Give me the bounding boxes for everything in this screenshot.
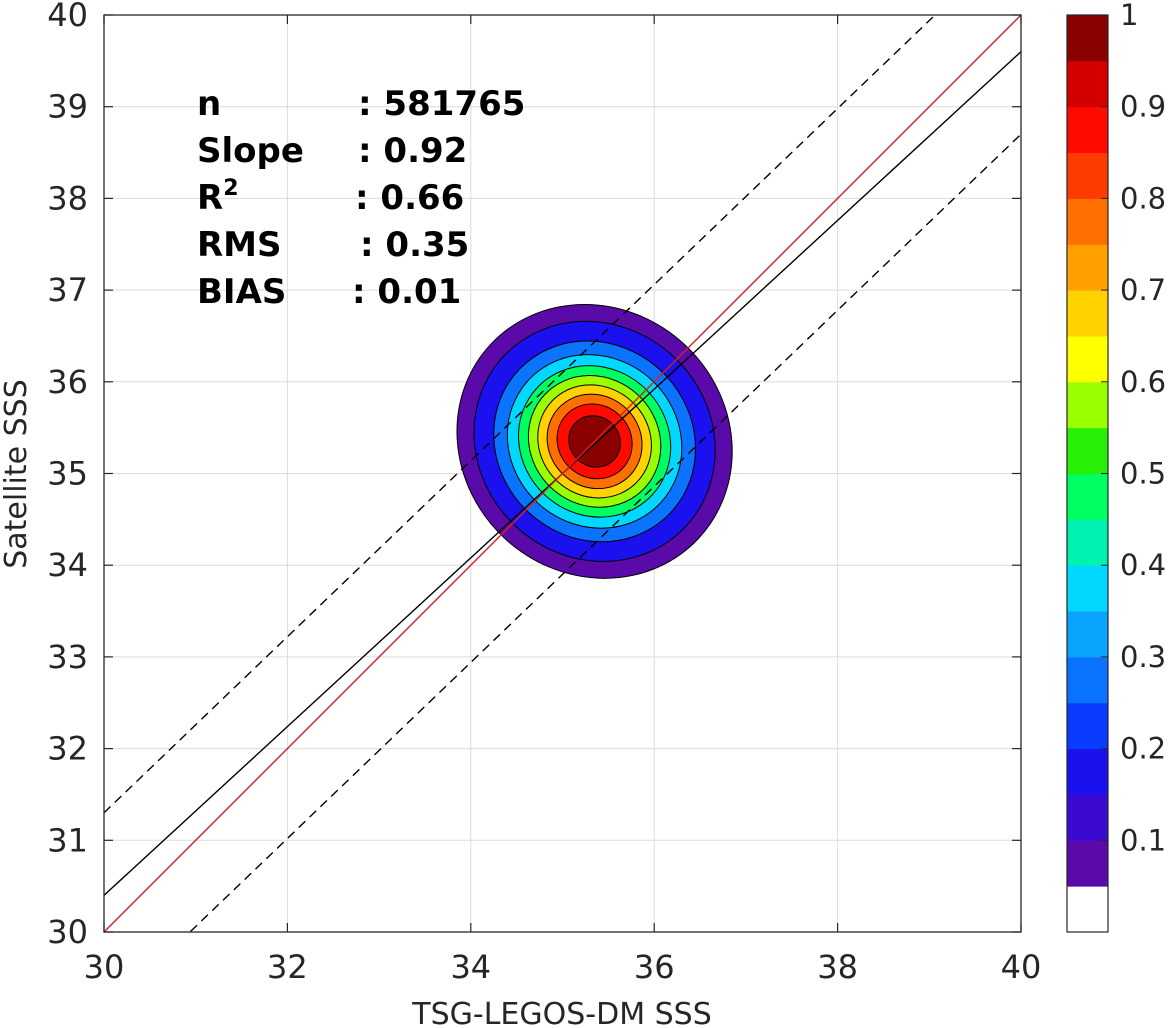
x-axis-title: TSG-LEGOS-DM SSS (411, 997, 712, 1028)
colorbar-segment (1067, 198, 1108, 245)
colorbar-segment (1067, 519, 1108, 566)
colorbar-segment (1067, 106, 1108, 154)
colorbar-label: 1 (1120, 0, 1138, 32)
colorbar-label: 0.8 (1120, 181, 1166, 215)
x-tick-label: 36 (634, 948, 675, 986)
stat-label: BIAS (197, 272, 286, 312)
colorbar-segment (1067, 152, 1108, 199)
colorbar-segment (1067, 886, 1108, 933)
x-tick-label: 40 (1001, 948, 1042, 986)
colorbar-label: 0.4 (1120, 548, 1166, 582)
y-tick-label: 36 (47, 363, 88, 401)
colorbar-segment (1067, 565, 1108, 612)
y-tick-label: 40 (47, 0, 88, 34)
colorbar-segment (1067, 794, 1108, 841)
x-tick-label: 34 (450, 948, 491, 986)
colorbar: 0.1 0.2 0.3 0.4 0.5 0.6 0.7 0.8 0.9 1 (1066, 0, 1166, 933)
stat-value: : 0.92 (358, 131, 467, 171)
y-tick-label: 38 (47, 179, 88, 217)
colorbar-label: 0.2 (1120, 732, 1166, 766)
colorbar-segment (1067, 702, 1108, 750)
colorbar-segment (1067, 15, 1108, 62)
y-tick-label: 32 (47, 730, 88, 768)
y-tick-label: 30 (47, 913, 88, 951)
y-tick-label: 37 (47, 271, 88, 309)
y-tick-label: 31 (47, 821, 88, 859)
y-axis-title: Satellite SSS (0, 379, 34, 569)
stat-value: : 581765 (358, 84, 525, 124)
x-tick-label: 30 (84, 948, 125, 986)
colorbar-segment (1067, 840, 1108, 887)
colorbar-segment (1067, 290, 1108, 337)
colorbar-label: 0.1 (1120, 823, 1166, 857)
one-to-one-line (104, 15, 1021, 932)
colorbar-segment (1067, 244, 1108, 291)
y-tick-label: 35 (47, 455, 88, 493)
upper-bound-line (104, 15, 937, 814)
colorbar-label: 0.6 (1120, 365, 1166, 399)
colorbar-segment (1067, 60, 1108, 108)
stat-label: Slope (197, 131, 304, 171)
stat-label: RMS (197, 225, 282, 265)
colorbar-label: 0.7 (1120, 273, 1166, 307)
x-tick-label: 32 (267, 948, 308, 986)
stat-value: : 0.66 (355, 178, 464, 218)
colorbar-segment (1067, 656, 1108, 704)
colorbar-segment (1067, 611, 1108, 658)
colorbar-label: 0.9 (1120, 90, 1166, 124)
stat-label: n (197, 84, 221, 124)
stat-value: : 0.01 (352, 272, 461, 312)
y-tick-label: 39 (47, 88, 88, 126)
reference-lines (104, 15, 1021, 932)
x-tick-label: 38 (817, 948, 858, 986)
colorbar-segment (1067, 381, 1108, 429)
y-tick-label: 33 (47, 638, 88, 676)
colorbar-segment (1067, 748, 1108, 795)
colorbar-segment (1067, 473, 1108, 520)
stat-value: : 0.35 (360, 225, 469, 265)
colorbar-segment (1067, 427, 1108, 474)
axis-ticks: 30 32 34 36 38 40 30 31 32 33 34 35 36 37 38 39 40 (47, 0, 1041, 986)
lower-bound-line (188, 133, 1021, 932)
colorbar-label: 0.5 (1120, 457, 1166, 491)
colorbar-label: 0.3 (1120, 640, 1166, 674)
y-tick-label: 34 (47, 546, 88, 584)
colorbar-segment (1067, 335, 1108, 383)
